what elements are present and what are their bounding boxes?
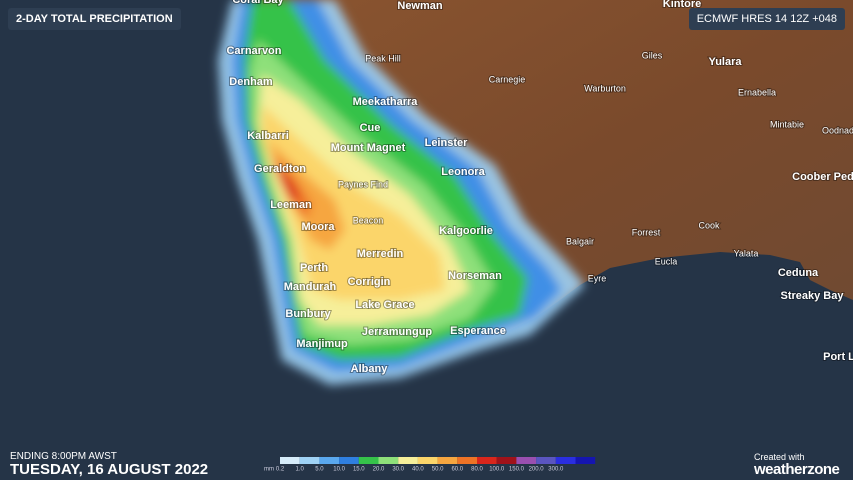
place-label: Mount Magnet: [331, 142, 406, 154]
place-label: Streaky Bay: [781, 290, 845, 302]
place-label: Bunbury: [285, 308, 331, 320]
legend-label: 40.0: [412, 467, 424, 473]
legend-label: 50.0: [432, 467, 444, 473]
legend-label: 150.0: [509, 467, 525, 473]
place-label: Esperance: [450, 325, 506, 337]
place-label: Corrigin: [348, 276, 391, 288]
place-label: Mintabie: [770, 119, 804, 129]
created-label: Created with: [754, 452, 805, 462]
place-label: Carnarvon: [226, 45, 281, 57]
place-label: Moora: [302, 221, 336, 233]
place-label: Kalgoorlie: [439, 225, 493, 237]
place-label: Meekatharra: [353, 96, 419, 108]
place-label: Forrest: [632, 227, 661, 237]
place-label: Coober Ped: [792, 171, 853, 183]
brand: weatherzone: [754, 461, 840, 478]
place-label: Eucla: [655, 256, 678, 266]
legend-swatch: [536, 457, 556, 464]
legend-label: 1.0: [296, 467, 305, 473]
place-label: Giles: [642, 50, 663, 60]
legend: mm 0.2 1.0 5.0 10.0 15.0 20.0 30.0 40.0 50.0 60.0 8…: [264, 457, 596, 473]
place-label: Yalata: [734, 248, 759, 258]
legend-swatch: [437, 457, 458, 464]
legend-label: 0.2: [276, 467, 285, 473]
place-label: Norseman: [448, 270, 502, 282]
place-label: Leeman: [270, 199, 312, 211]
ending-label: ENDING 8:00PM AWST: [10, 451, 117, 462]
legend-swatch: [477, 457, 497, 464]
legend-label: 30.0: [392, 467, 404, 473]
place-label: Carnegie: [489, 74, 526, 84]
legend-label: 100.0: [489, 467, 505, 473]
place-label: Mandurah: [284, 281, 337, 293]
legend-swatch: [555, 457, 576, 464]
legend-label: 10.0: [333, 467, 345, 473]
place-label: Ernabella: [738, 87, 776, 97]
place-label: Geraldton: [254, 163, 306, 175]
place-label: Albany: [351, 363, 389, 375]
legend-label: 5.0: [315, 467, 324, 473]
legend-swatch: [575, 457, 596, 464]
place-label: Peak Hill: [365, 53, 401, 63]
map-title: 2-DAY TOTAL PRECIPITATION: [8, 8, 181, 30]
place-label: Newman: [397, 0, 443, 12]
legend-swatch: [378, 457, 399, 464]
legend-label: 300.0: [548, 467, 564, 473]
place-label: Merredin: [357, 248, 404, 260]
place-label: Cook: [698, 220, 720, 230]
place-label: Lake Grace: [355, 299, 414, 311]
place-label: Yulara: [708, 56, 742, 68]
place-label: Leonora: [441, 166, 485, 178]
place-label: Paynes Find: [338, 179, 388, 189]
place-label: Jerramungup: [362, 326, 433, 338]
legend-label: 60.0: [451, 467, 463, 473]
place-label: Ceduna: [778, 267, 819, 279]
place-label: Perth: [300, 262, 328, 274]
date-label: TUESDAY, 16 AUGUST 2022: [10, 461, 209, 478]
place-label: Balgair: [566, 236, 594, 246]
place-label: Cue: [360, 122, 381, 134]
legend-label: 200.0: [529, 467, 545, 473]
legend-label: 15.0: [353, 467, 365, 473]
place-label: Denham: [229, 76, 273, 88]
legend-unit: mm: [264, 467, 274, 473]
place-label: Kintore: [663, 0, 702, 10]
legend-swatch: [417, 457, 438, 464]
place-label: Coral Bay: [232, 0, 284, 6]
place-label: Oodnad: [822, 125, 853, 135]
place-label: Warburton: [584, 83, 626, 93]
legend-label: 80.0: [471, 467, 483, 473]
legend-swatch: [299, 457, 320, 464]
legend-swatch: [496, 457, 517, 464]
legend-swatch: [398, 457, 418, 464]
place-label: Kalbarri: [247, 130, 289, 142]
place-label: Beacon: [353, 215, 384, 225]
legend-swatch: [319, 457, 340, 464]
place-label: Leinster: [425, 137, 469, 149]
legend-swatch: [280, 457, 300, 464]
place-label: Port L: [823, 351, 853, 363]
legend-swatch: [457, 457, 477, 464]
place-label: Manjimup: [296, 338, 348, 350]
precipitation: [218, 0, 585, 385]
place-label: Eyre: [588, 273, 607, 283]
legend-swatch: [358, 457, 379, 464]
legend-label: 20.0: [373, 467, 385, 473]
model-label: ECMWF HRES 14 12Z +048: [688, 8, 845, 30]
legend-swatch: [516, 457, 537, 464]
legend-swatch: [339, 457, 359, 464]
